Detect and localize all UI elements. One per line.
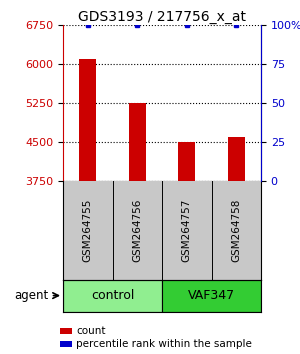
Text: GSM264755: GSM264755	[83, 198, 93, 262]
Text: agent: agent	[14, 289, 48, 302]
Bar	[79, 58, 96, 181]
Bar	[63, 280, 162, 312]
Bar	[178, 142, 195, 181]
Text: control: control	[91, 289, 134, 302]
Text: GSM264758: GSM264758	[231, 198, 241, 262]
Text: GSM264756: GSM264756	[132, 198, 142, 262]
Text: GSM264757: GSM264757	[182, 198, 192, 262]
Bar	[129, 103, 146, 181]
Text: percentile rank within the sample: percentile rank within the sample	[76, 339, 252, 349]
Text: count: count	[76, 326, 106, 336]
Bar	[228, 137, 245, 181]
Bar	[162, 280, 261, 312]
Title: GDS3193 / 217756_x_at: GDS3193 / 217756_x_at	[78, 10, 246, 24]
Text: VAF347: VAF347	[188, 289, 235, 302]
